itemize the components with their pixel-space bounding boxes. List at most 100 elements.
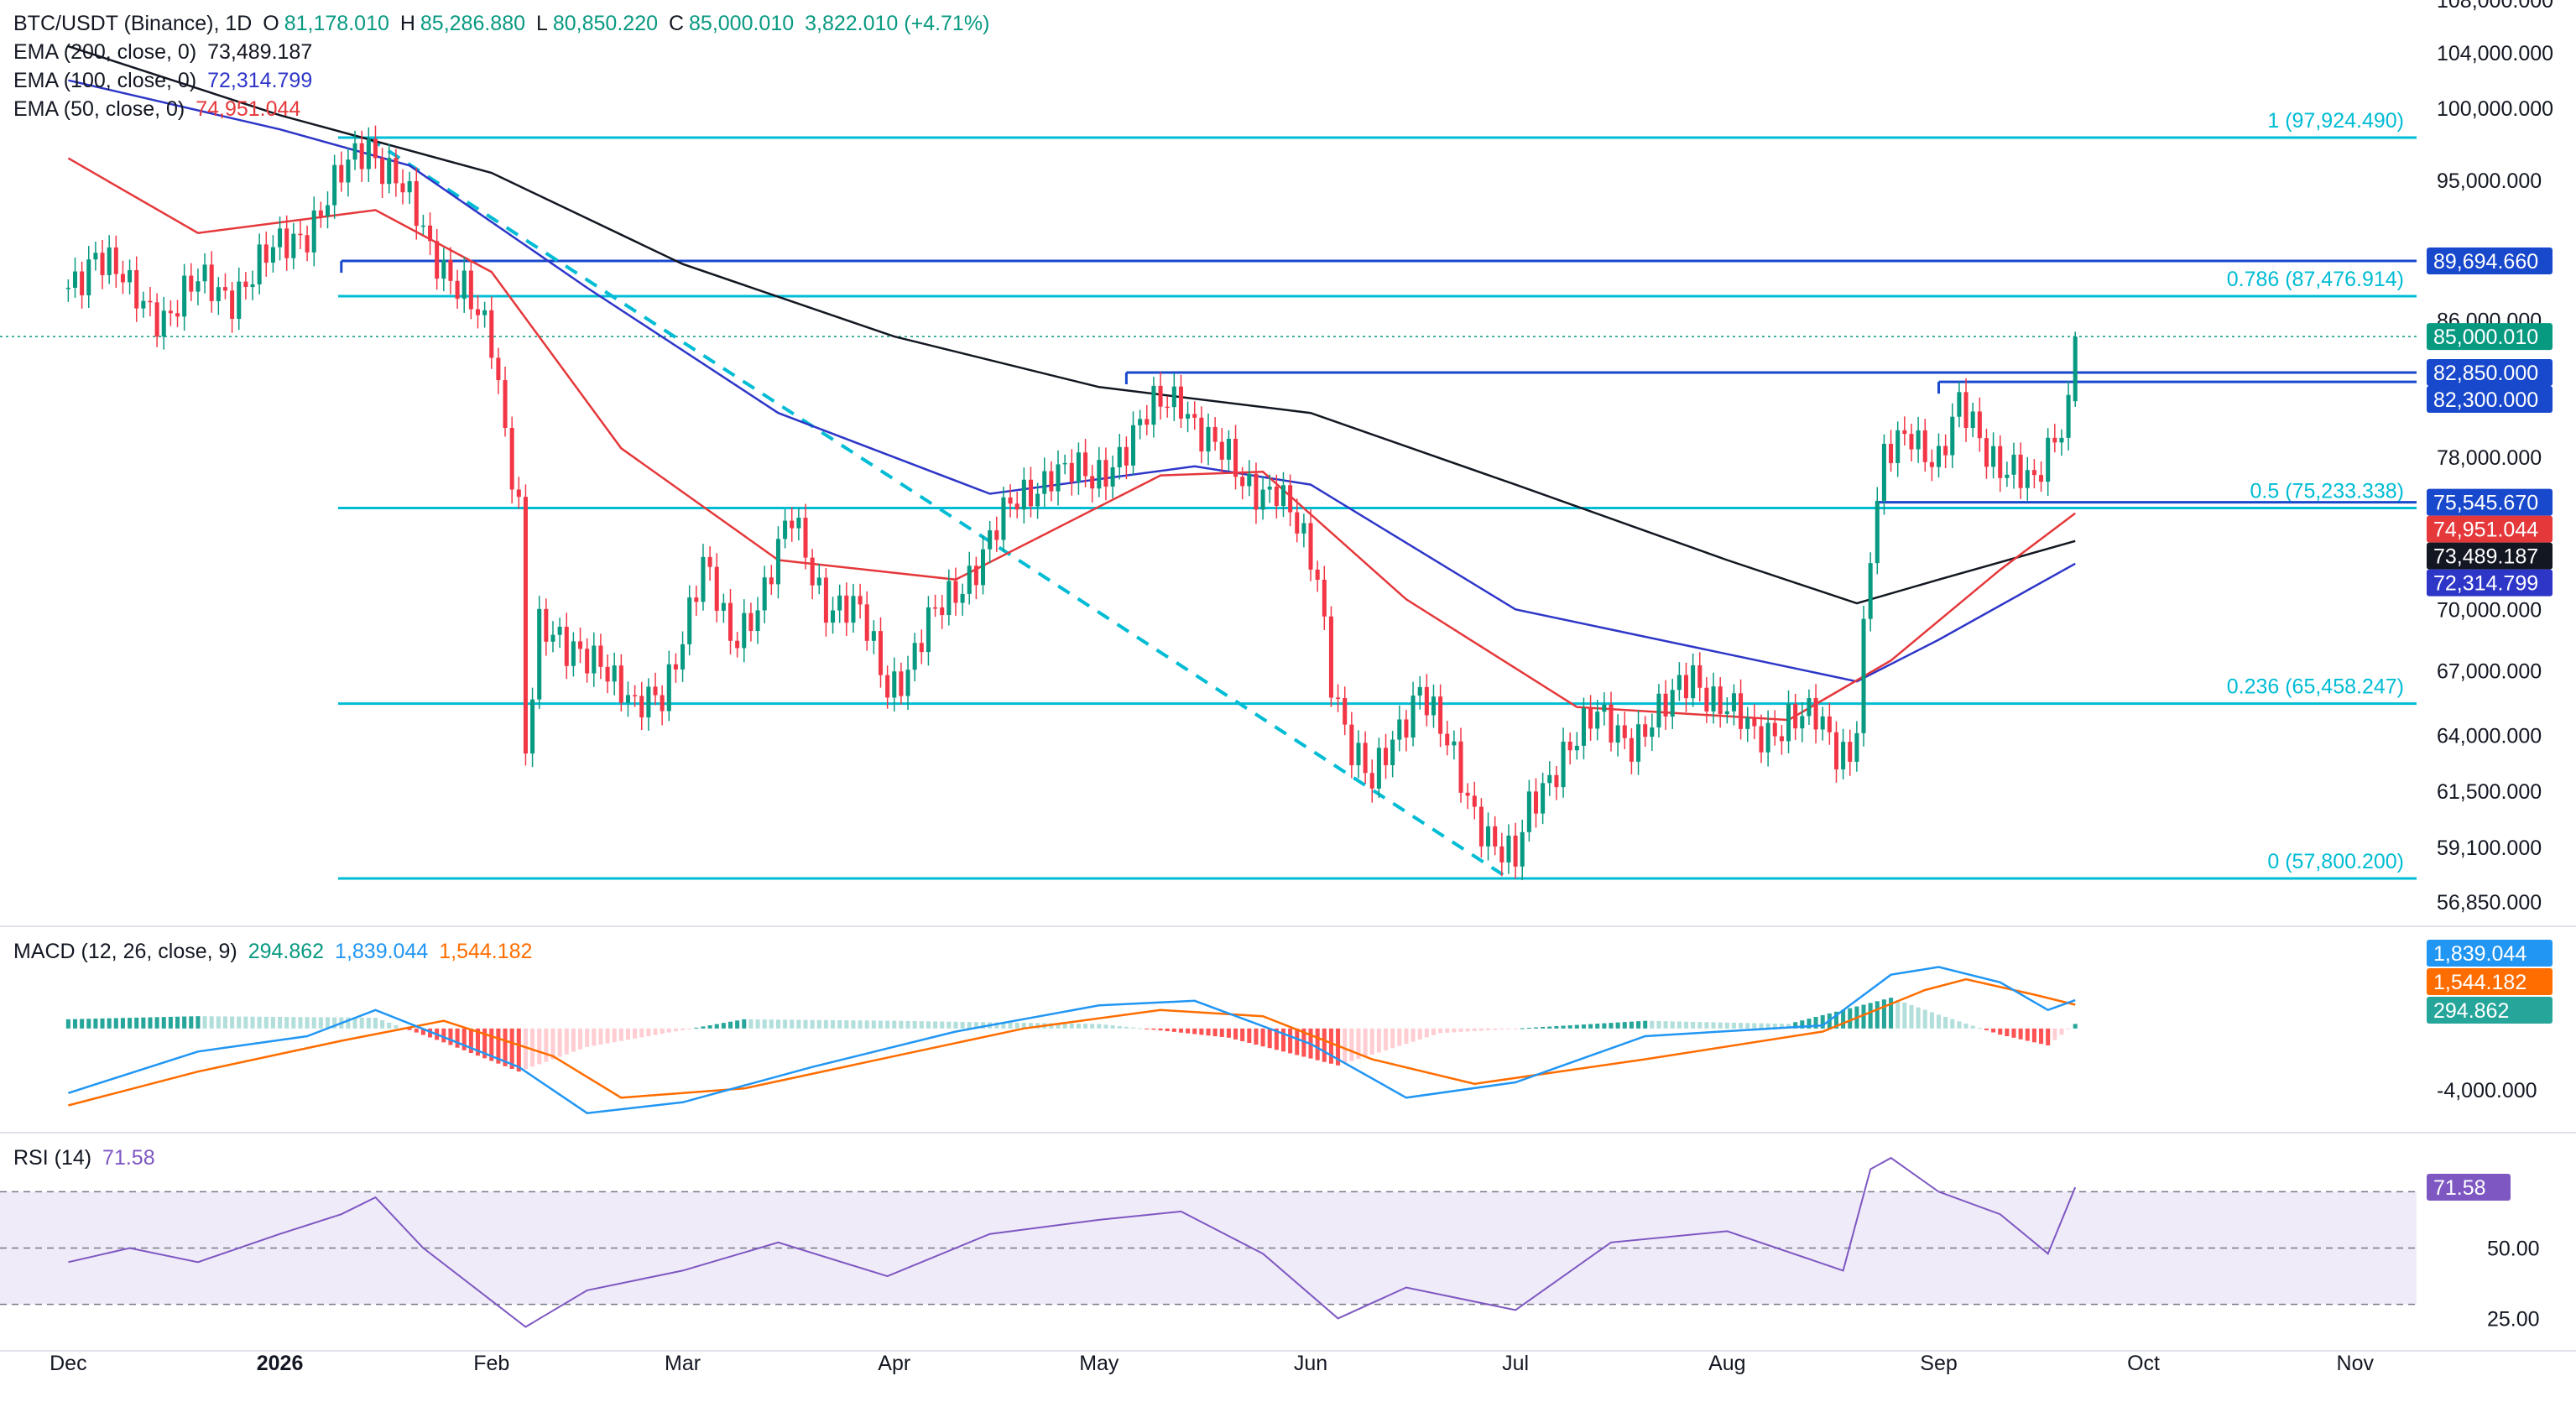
macd-hist-bar <box>182 1016 187 1029</box>
macd-hist-bar <box>967 1022 972 1029</box>
candle-body <box>1343 698 1348 725</box>
macd-tag-bg-0 <box>2427 940 2553 967</box>
candle-body <box>1445 733 1450 746</box>
macd-hist-bar <box>892 1020 897 1029</box>
candle-body <box>1615 725 1620 743</box>
candle-body <box>1943 446 1948 456</box>
candle-body <box>687 597 692 644</box>
macd-hist-bar <box>727 1021 733 1029</box>
macd-hist-bar <box>564 1028 569 1055</box>
macd-hist-bar <box>1240 1028 1245 1041</box>
candle-body <box>1076 452 1081 482</box>
candle-body <box>1752 717 1757 727</box>
candle-body <box>878 631 884 675</box>
macd-hist-bar <box>1970 1025 1975 1029</box>
candle-body <box>1472 795 1477 807</box>
candle-body <box>113 247 118 274</box>
macd-hist-bar <box>858 1020 863 1029</box>
candle-body <box>1062 462 1067 465</box>
candle-body <box>837 595 842 611</box>
macd-hist-bar <box>1021 1022 1026 1029</box>
price-tag-label-3: 82,300.000 <box>2433 388 2538 412</box>
candle-body <box>1328 616 1333 698</box>
candle-body <box>222 287 227 291</box>
macd-hist-bar <box>1445 1028 1450 1033</box>
macd-hist-bar <box>1158 1028 1163 1031</box>
price-tag-label-1: 89,694.660 <box>2433 250 2538 274</box>
macd-hist-bar <box>1656 1021 1661 1029</box>
macd-hist-bar <box>1916 1007 1921 1029</box>
macd-hist-bar <box>537 1028 542 1065</box>
price-tag-bg-7 <box>2427 569 2553 597</box>
macd-hist-bar <box>516 1028 521 1072</box>
macd-hist-bar <box>1130 1027 1136 1029</box>
macd-hist-bar <box>1411 1028 1416 1042</box>
macd-hist-bar <box>1745 1023 1750 1029</box>
macd-hist-bar <box>973 1022 978 1029</box>
time-axis-label-4: Apr <box>878 1352 910 1375</box>
candle-body <box>721 602 726 611</box>
macd-hist-bar <box>1683 1021 1689 1029</box>
candle-body <box>1130 425 1136 466</box>
macd-hist-bar <box>332 1017 337 1029</box>
macd-hist-bar <box>1458 1028 1463 1032</box>
macd-hist-bar <box>1786 1024 1791 1029</box>
candle-body <box>1704 687 1709 711</box>
macd-hist-bar <box>953 1021 958 1029</box>
macd-hist-bar <box>1397 1028 1402 1046</box>
macd-hist-bar <box>544 1028 549 1062</box>
macd-tag-bg-1 <box>2427 968 2553 995</box>
macd-hist-bar <box>148 1017 153 1029</box>
macd-hist-value: 294.862 <box>248 940 325 963</box>
macd-hist-bar <box>1254 1028 1259 1045</box>
candle-body <box>1165 406 1170 409</box>
candle-body <box>899 671 904 696</box>
candle-body <box>810 557 815 586</box>
candle-body <box>1308 523 1313 570</box>
candle-body <box>1533 791 1539 814</box>
candle-body <box>1219 441 1224 460</box>
price-tag-label-4: 75,545.670 <box>2433 492 2538 515</box>
macd-hist-bar <box>1301 1028 1306 1057</box>
macd-hist-bar <box>202 1016 207 1029</box>
ema200-value: 73,489.187 <box>207 40 313 64</box>
candle-body <box>311 210 316 253</box>
macd-hist-bar <box>346 1017 351 1029</box>
candle-body <box>475 309 481 315</box>
candle-body <box>237 281 242 320</box>
macd-hist-bar <box>878 1020 884 1029</box>
macd-hist-bar <box>1807 1019 1812 1029</box>
macd-hist-bar <box>1636 1021 1641 1029</box>
candle-body <box>1274 487 1279 506</box>
price-tick-label-12: 56,850.000 <box>2437 891 2542 915</box>
candle-body <box>1820 716 1825 730</box>
fib-level-label-0: 1 (97,924.490) <box>2267 109 2404 133</box>
candle-body <box>612 665 617 682</box>
candle-body <box>134 269 139 309</box>
macd-hist-bar <box>1622 1022 1627 1029</box>
macd-hist-bar <box>1533 1027 1539 1029</box>
macd-hist-bar <box>1963 1023 1969 1029</box>
macd-legend: MACD (12, 26, close, 9) 294.862 1,839.04… <box>13 940 537 964</box>
candle-body <box>305 235 310 253</box>
candle-body <box>161 310 166 337</box>
candle-body <box>1021 479 1026 510</box>
macd-hist-bar <box>1711 1022 1716 1029</box>
candle-body <box>1008 497 1013 504</box>
macd-hist-bar <box>1676 1021 1682 1029</box>
macd-hist-bar <box>1691 1021 1696 1029</box>
candle-body <box>1793 703 1798 729</box>
candle-body <box>1650 727 1655 737</box>
candle-body <box>1431 696 1436 716</box>
high-label: H <box>399 12 415 35</box>
candle-body <box>1963 392 1969 429</box>
macd-hist-bar <box>359 1017 364 1029</box>
macd-hist-bar <box>1991 1028 1996 1033</box>
candle-body <box>1206 426 1211 452</box>
candle-body <box>366 138 371 169</box>
candle-body <box>1895 430 1901 463</box>
macd-hist-bar <box>250 1016 255 1029</box>
macd-hist-bar <box>605 1028 610 1044</box>
